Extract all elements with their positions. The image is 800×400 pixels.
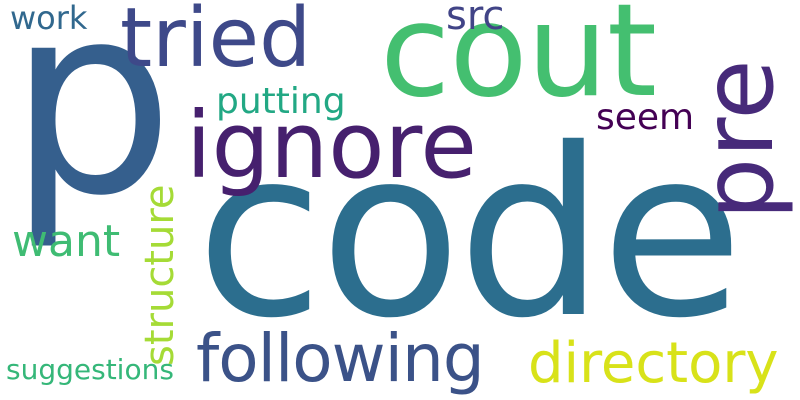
word-cout: cout	[380, 0, 657, 126]
word-ignore: ignore	[186, 92, 477, 199]
word-seem: seem	[596, 97, 695, 138]
word-putting: putting	[216, 81, 346, 122]
word-suggestions: suggestions	[6, 353, 174, 386]
word-want: want	[12, 216, 121, 267]
word-code: code	[196, 99, 743, 369]
word-tried: tried	[120, 0, 312, 86]
word-structure: structure	[137, 184, 183, 366]
word-directory: directory	[528, 331, 779, 396]
word-p: p	[8, 0, 175, 253]
word-work: work	[10, 0, 88, 37]
word-following: following	[196, 320, 485, 397]
word-src: src	[446, 0, 505, 39]
word-pre: pre	[682, 59, 796, 220]
